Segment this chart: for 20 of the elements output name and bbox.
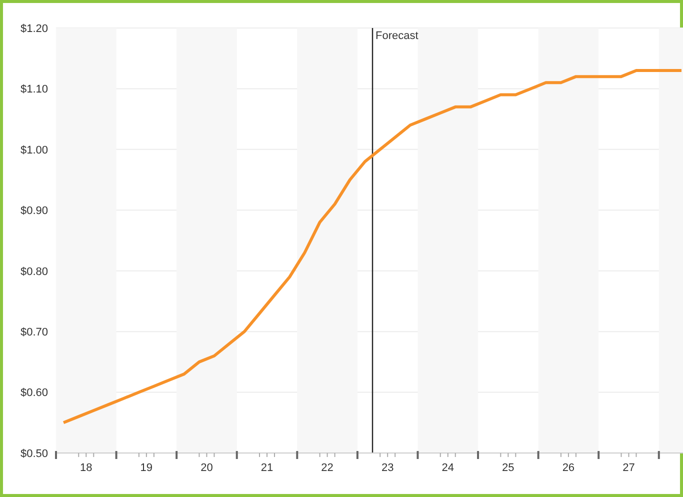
- x-tick-label: 20: [200, 462, 213, 474]
- x-tick-label: 19: [140, 462, 153, 474]
- x-tick-label: 18: [80, 462, 92, 474]
- y-tick-label: $1.00: [20, 144, 48, 156]
- x-tick-label: 21: [260, 462, 274, 474]
- y-tick-label: $0.90: [20, 205, 48, 218]
- x-tick-label: 25: [502, 462, 514, 474]
- y-tick-label: $0.50: [20, 448, 48, 460]
- y-tick-label: $1.20: [20, 22, 48, 35]
- x-tick-label: 23: [381, 462, 394, 474]
- y-tick-label: $0.70: [20, 326, 48, 338]
- x-tick-label: 24: [442, 462, 454, 474]
- x-tick-label: 22: [321, 462, 334, 474]
- ref-line-label: Forecast: [376, 30, 418, 42]
- x-tick-label: 27: [622, 462, 635, 474]
- line-series: [62, 69, 683, 424]
- y-tick-label: $0.60: [20, 387, 48, 400]
- y-tick-label: $0.80: [20, 266, 48, 278]
- y-tick-label: $1.10: [20, 84, 48, 96]
- x-tick-label: 26: [562, 462, 575, 474]
